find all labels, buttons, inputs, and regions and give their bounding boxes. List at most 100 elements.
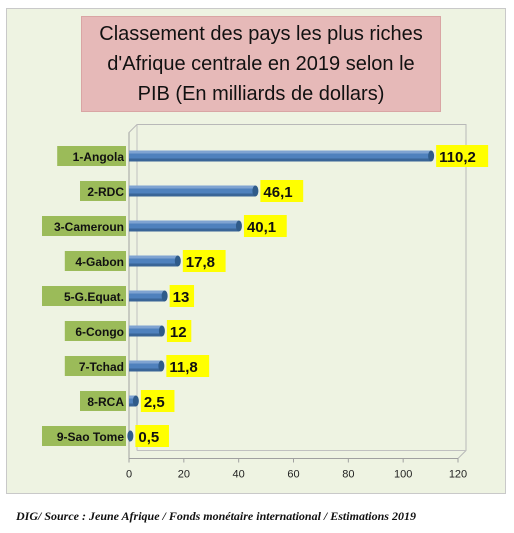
chart-title: Classement des pays les plus riches d'Af… [99,23,423,105]
source-note: DIG/ Source : Jeune Afrique / Fonds moné… [16,509,416,523]
category-label: 3-Cameroun [42,216,126,236]
data-label: 13 [169,285,195,307]
bar-highlight [129,185,256,189]
x-tick-label: 20 [178,469,190,481]
category-label-text: 1-Angola [73,150,125,164]
bar-end-cap [132,395,139,407]
bar-shade [129,158,432,162]
category-label-bg [80,391,126,411]
data-label: 12 [166,320,192,342]
bar-highlight [129,255,178,259]
labels-layer: 1-Angola 110,2 2-RDC 46,1 3-Cameroun 40,1 4-Ga… [42,145,489,447]
category-label: 8-RCA [80,391,126,411]
category-label: 9-Sao Tome [42,426,126,446]
category-label: 6-Congo [64,321,126,341]
data-label-text: 12 [170,324,187,341]
data-label-bg [140,390,175,412]
category-label: 2-RDC [80,181,126,201]
bar-body [129,290,165,302]
data-label-text: 13 [173,289,190,306]
bar-shade [129,368,162,372]
bars-layer [127,150,435,442]
bar-body [129,185,256,197]
bar-highlight [129,360,162,364]
x-tick-label: 60 [287,469,299,481]
bar-end-cap [174,255,181,267]
category-label-bg [64,356,126,376]
data-label-text: 40,1 [247,219,276,236]
bar-body [129,220,239,232]
data-label-text: 0,5 [138,429,159,446]
bar-body [129,255,178,267]
bar-shade [129,403,136,407]
data-label: 0,5 [135,425,169,447]
data-label-bg [243,215,287,237]
data-label-bg [135,425,169,447]
bar-highlight [129,290,165,294]
bar-body [129,360,162,372]
bar [129,150,435,162]
data-label: 46,1 [260,180,304,202]
bar-end-cap [161,290,168,302]
category-label-bg [64,251,126,271]
category-label-text: 3-Cameroun [54,220,124,234]
bar-highlight [129,325,162,329]
data-label-bg [166,320,192,342]
bar [129,255,181,267]
data-label-text: 17,8 [186,254,215,271]
x-tick-label: 120 [449,469,467,481]
x-tick-label: 100 [394,469,412,481]
data-label: 2,5 [140,390,175,412]
data-label-bg [260,180,304,202]
category-label: 1-Angola [57,146,127,166]
category-label-text: 6-Congo [75,325,124,339]
bar-end-cap [127,430,134,442]
category-label-text: 9-Sao Tome [57,430,124,444]
bar-body [129,395,136,407]
category-label-text: 4-Gabon [75,255,124,269]
bar [129,325,165,337]
bar-highlight [129,220,239,224]
data-label: 11,8 [166,355,210,377]
bar-end-cap [158,360,165,372]
data-label: 110,2 [436,145,489,167]
bar-highlight [129,150,432,154]
bar [127,430,134,442]
data-label: 40,1 [243,215,287,237]
bar [129,185,259,197]
category-label-bg [64,321,126,341]
data-label-text: 11,8 [169,359,197,376]
bar-shade [129,333,162,337]
category-label-bg [42,216,126,236]
bar-highlight [129,395,136,399]
data-label-text: 2,5 [144,394,165,411]
category-label-text: 7-Tchad [79,360,124,374]
bar-shade [129,228,239,232]
data-label-bg [182,250,226,272]
category-label-text: 2-RDC [87,185,124,199]
category-label-text: 8-RCA [87,395,124,409]
x-tick-label: 0 [126,469,132,481]
bar-body [129,150,432,162]
x-tick-label: 80 [342,469,354,481]
bar-end-cap [252,185,259,197]
bar-body [129,325,162,337]
data-label-bg [166,355,210,377]
bar [129,290,168,302]
data-label-bg [169,285,195,307]
bar [129,360,165,372]
category-label-bg [42,286,126,306]
bar [129,220,242,232]
bar-shade [129,193,256,197]
category-label: 7-Tchad [64,356,126,376]
category-label-bg [80,181,126,201]
category-label-bg [42,426,126,446]
data-label: 17,8 [182,250,226,272]
category-label: 5-G.Equat. [42,286,126,306]
category-label-text: 5-G.Equat. [64,290,124,304]
chart-title-box: Classement des pays les plus riches d'Af… [81,16,441,112]
data-label-text: 110,2 [439,149,476,166]
data-label-bg [436,145,489,167]
bar-end-cap [235,220,242,232]
